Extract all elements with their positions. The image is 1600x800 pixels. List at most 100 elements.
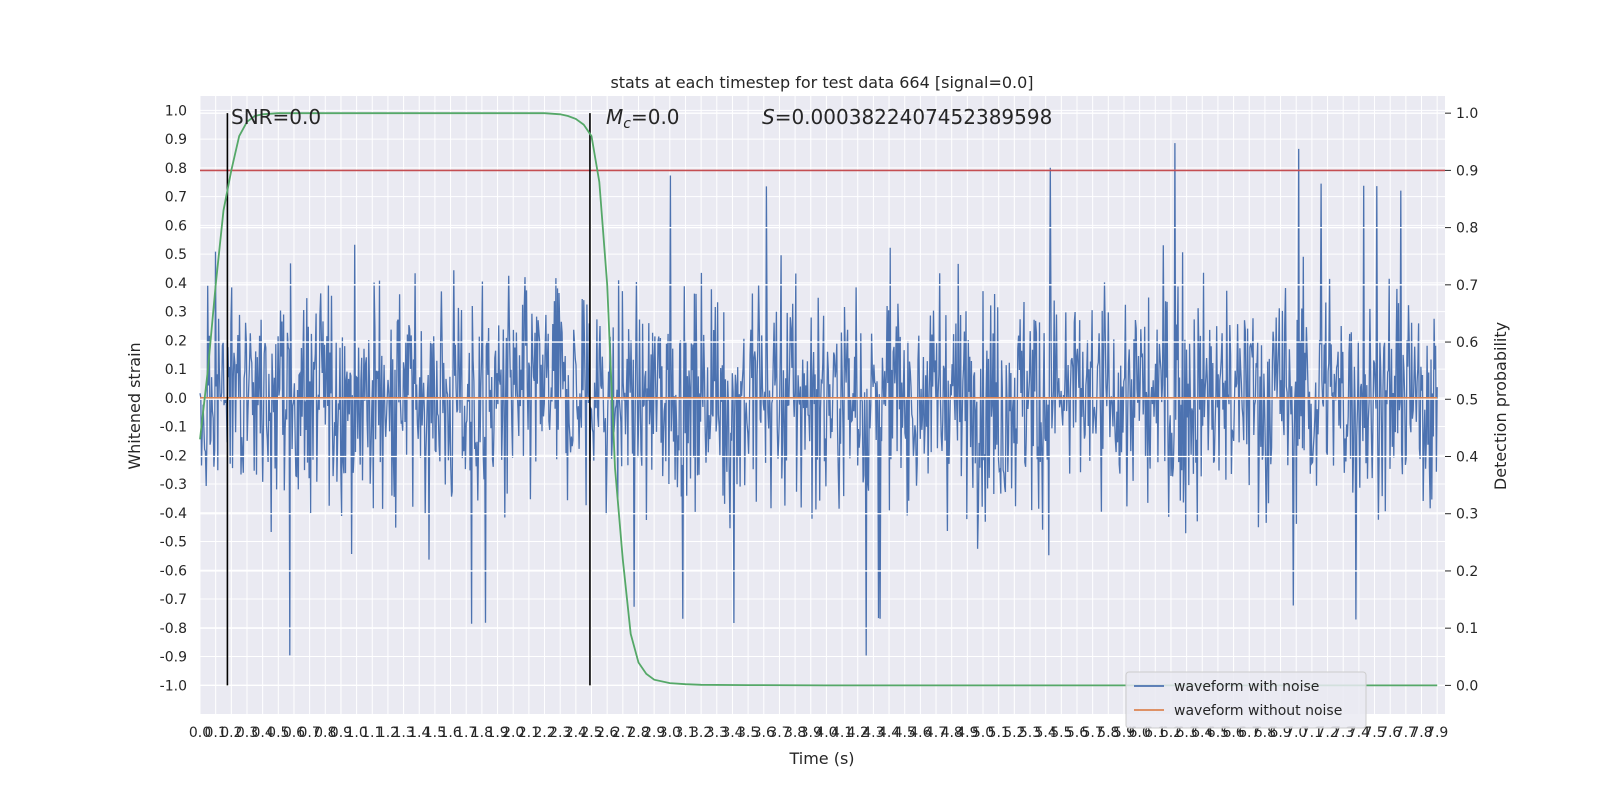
x-tick-label: 3.8 — [784, 725, 806, 741]
x-tick-labels: 0.00.10.20.30.40.50.60.70.80.91.01.11.21… — [189, 725, 1448, 741]
y-tick-label: 0.9 — [165, 132, 187, 148]
x-tick-label: 3.0 — [659, 725, 681, 741]
y-tick-label: -0.9 — [160, 650, 187, 666]
x-tick-label: 4.4 — [878, 725, 900, 741]
s-annotation: S=0.0003822407452389598 — [762, 105, 1052, 129]
x-tick-label: 7.6 — [1379, 725, 1401, 741]
x-tick-label: 5.6 — [1066, 725, 1088, 741]
x-tick-label: 1.8 — [471, 725, 493, 741]
y-tick-labels: 1.0 0.9 0.8 0.7 0.6 0.5 0.4 0.3 0.2 0.1 0.0 -0.1 -0.… — [160, 103, 187, 694]
x-tick-label: 6.2 — [1160, 725, 1182, 741]
legend-label-clean: waveform without noise — [1174, 703, 1342, 719]
x-tick-label: 2.3 — [549, 725, 571, 741]
x-tick-label: 6.3 — [1175, 725, 1197, 741]
legend-label-noise: waveform with noise — [1174, 679, 1319, 695]
y-tick-label: 0.8 — [165, 161, 187, 177]
x-tick-label: 4.9 — [956, 725, 978, 741]
x-tick-label: 0.4 — [252, 725, 274, 741]
x-tick-label: 7.5 — [1363, 725, 1385, 741]
x-tick-label: 0.8 — [314, 725, 336, 741]
x-tick-label: 1.6 — [439, 725, 461, 741]
x-tick-label: 3.3 — [706, 725, 728, 741]
y-tick-label: -0.6 — [160, 563, 187, 579]
x-tick-label: 5.9 — [1113, 725, 1135, 741]
x-tick-label: 0.3 — [236, 725, 258, 741]
x-tick-label: 1.1 — [361, 725, 383, 741]
snr-annotation: SNR=0.0 — [231, 105, 321, 129]
x-tick-label: 3.2 — [690, 725, 712, 741]
y-tick-label: 0.5 — [165, 247, 187, 263]
x-tick-label: 2.2 — [533, 725, 555, 741]
y-axis-label: Whitened strain — [125, 342, 144, 469]
y-tick-label: 0.2 — [165, 333, 187, 349]
x-tick-label: 5.7 — [1082, 725, 1104, 741]
x-tick-label: 0.6 — [283, 725, 305, 741]
y-tick-label: -0.2 — [160, 448, 187, 464]
x-tick-label: 5.2 — [1003, 725, 1025, 741]
x-tick-label: 4.0 — [815, 725, 837, 741]
y-tick-label: -0.5 — [160, 535, 187, 551]
x-tick-label: 5.5 — [1050, 725, 1072, 741]
x-tick-label: 3.4 — [721, 725, 743, 741]
chirp-mass-annotation: Mc=0.0 — [606, 105, 680, 132]
y-tick-label: -0.1 — [160, 420, 187, 436]
x-tick-label: 7.8 — [1410, 725, 1432, 741]
y-tick-label: -0.3 — [160, 477, 187, 493]
x-tick-label: 2.1 — [518, 725, 540, 741]
y-tick-label: -0.4 — [160, 506, 187, 522]
y-tick-label: -0.8 — [160, 621, 187, 637]
x-tick-label: 6.7 — [1238, 725, 1260, 741]
y-tick-label: 0.7 — [165, 190, 187, 206]
chart-title: stats at each timestep for test data 664… — [610, 73, 1033, 92]
x-tick-label: 4.1 — [831, 725, 853, 741]
x-tick-label: 4.3 — [862, 725, 884, 741]
x-tick-label: 4.6 — [909, 725, 931, 741]
x-tick-label: 2.7 — [612, 725, 634, 741]
y-tick-label: 0.3 — [165, 305, 187, 321]
x-tick-label: 1.9 — [486, 725, 508, 741]
x-tick-label: 5.3 — [1019, 725, 1041, 741]
x-tick-label: 1.3 — [392, 725, 414, 741]
y2-tick-label: 0.9 — [1456, 163, 1478, 179]
series-detection-probability — [199, 112, 1438, 687]
x-tick-label: 2.5 — [580, 725, 602, 741]
y2-tick-label: 1.0 — [1456, 106, 1478, 122]
x-tick-label: 1.0 — [345, 725, 367, 741]
y2-tick-label: 0.7 — [1456, 278, 1478, 294]
x-tick-label: 0.7 — [298, 725, 320, 741]
x-tick-label: 0.2 — [220, 725, 242, 741]
x-tick-label: 0.9 — [330, 725, 352, 741]
x-tick-label: 4.5 — [894, 725, 916, 741]
x-tick-label: 6.1 — [1144, 725, 1166, 741]
x-tick-label: 7.2 — [1316, 725, 1338, 741]
y-tick-label: 1.0 — [165, 103, 187, 119]
marker-lines — [226, 113, 591, 686]
x-tick-label: 5.1 — [988, 725, 1010, 741]
x-tick-label: 6.4 — [1191, 725, 1213, 741]
y2-axis-label: Detection probability — [1491, 322, 1510, 490]
y2-tick-label: 0.8 — [1456, 221, 1478, 237]
y2-tick-label: 0.2 — [1456, 564, 1478, 580]
x-tick-label: 5.4 — [1035, 725, 1057, 741]
x-tick-label: 6.8 — [1254, 725, 1276, 741]
x-tick-label: 3.5 — [737, 725, 759, 741]
y-tick-label: 0.1 — [165, 362, 187, 378]
x-tick-label: 2.0 — [502, 725, 524, 741]
x-tick-label: 3.6 — [753, 725, 775, 741]
y-tick-label: -1.0 — [160, 678, 187, 694]
x-tick-label: 1.7 — [455, 725, 477, 741]
x-tick-label: 1.2 — [377, 725, 399, 741]
x-tick-label: 6.6 — [1222, 725, 1244, 741]
x-tick-label: 6.9 — [1269, 725, 1291, 741]
y-tick-label: 0.4 — [165, 276, 187, 292]
x-tick-label: 6.0 — [1128, 725, 1150, 741]
y-tick-label: 0.6 — [165, 218, 187, 234]
x-tick-label: 7.4 — [1348, 725, 1370, 741]
x-axis-label: Time (s) — [788, 749, 854, 768]
x-tick-label: 0.5 — [267, 725, 289, 741]
x-tick-label: 0.1 — [205, 725, 227, 741]
legend: waveform with noise waveform without noi… — [1125, 671, 1367, 729]
y2-tick-label: 0.3 — [1456, 507, 1478, 523]
x-tick-label: 2.8 — [627, 725, 649, 741]
